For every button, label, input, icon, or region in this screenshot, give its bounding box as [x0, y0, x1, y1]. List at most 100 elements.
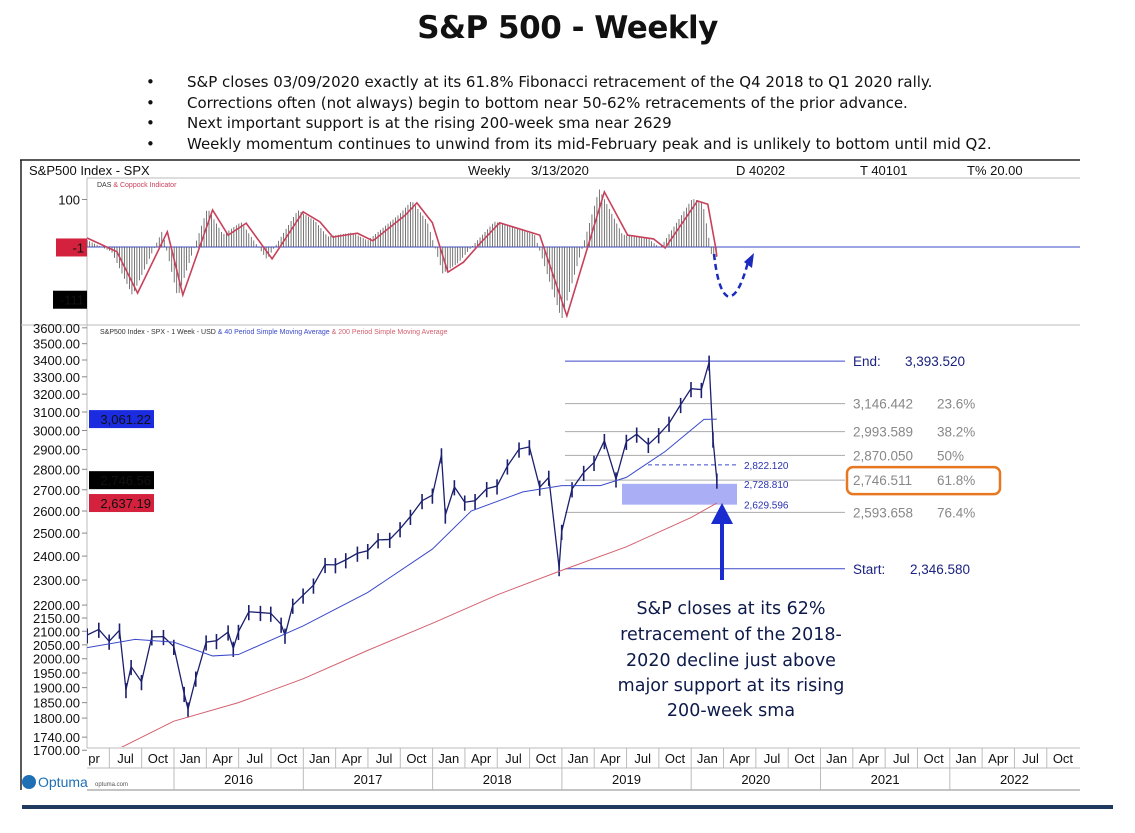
support-top-label: 2,728.810	[744, 480, 789, 491]
month-label: Apr	[988, 751, 1009, 766]
y-tick-label: 2500.00	[33, 526, 80, 541]
value-tag-label: -111	[60, 293, 84, 308]
month-label: Oct	[148, 751, 169, 766]
year-label: 2022	[1000, 772, 1029, 787]
fib-start-value: 2,346.580	[910, 562, 970, 577]
y-tick-label: 2800.00	[33, 462, 80, 477]
y-tick-label: 1800.00	[33, 711, 80, 726]
y-tick-label: 2150.00	[33, 611, 80, 626]
value-tag-label: 2,746.56	[100, 473, 151, 488]
chart-symbol: S&P500 Index - SPX	[29, 163, 150, 178]
month-label: Jan	[955, 751, 976, 766]
legend-sma40: & 40 Period Simple Moving Average	[218, 329, 330, 336]
projection-arrow	[712, 253, 750, 298]
optuma-logo: Optuma optuma.com	[22, 774, 128, 790]
y-tick-label: 2100.00	[33, 624, 80, 639]
chart-period: Weekly	[468, 163, 511, 178]
month-label: Apr	[600, 751, 621, 766]
month-label: Jul	[764, 751, 781, 766]
year-label: 2017	[353, 772, 382, 787]
fib-end-value: 3,393.520	[905, 354, 965, 369]
chart-frame	[20, 159, 1080, 791]
footer-bar	[22, 805, 1113, 809]
y-tick-label: 1950.00	[33, 666, 80, 681]
y-tick-label: 3000.00	[33, 423, 80, 438]
brand-site: optuma.com	[95, 782, 128, 788]
month-label: Apr	[212, 751, 233, 766]
fib-level-value: 2,870.050	[853, 448, 913, 463]
year-label: 2019	[612, 772, 641, 787]
bullet-item: Corrections often (not always) begin to …	[146, 93, 992, 114]
coppock-line	[86, 189, 718, 319]
annotation-line: 2020 decline just above	[626, 651, 836, 671]
value-tag	[89, 471, 154, 490]
month-label: Oct	[1053, 751, 1074, 766]
chart-d-value: D 40202	[736, 163, 785, 178]
fib-level-pct: 76.4%	[937, 505, 975, 520]
fib-level-value: 2,593.658	[853, 505, 913, 520]
annotation-line: S&P closes at its 62%	[636, 599, 825, 619]
fib-highlight-box	[845, 465, 1002, 496]
year-label: 2020	[741, 772, 770, 787]
sma40-line	[87, 418, 717, 657]
y-tick-label: 3200.00	[33, 387, 80, 402]
fib-level-pct: 61.8%	[937, 473, 975, 488]
y-tick-label: 2400.00	[33, 549, 80, 564]
month-label: pr	[88, 751, 100, 766]
bullet-list: S&P closes 03/09/2020 exactly at its 61.…	[146, 72, 992, 154]
value-tag	[89, 410, 154, 429]
bullet-item: Weekly momentum continues to unwind from…	[146, 134, 992, 155]
value-tag	[89, 494, 154, 513]
month-label: Oct	[665, 751, 686, 766]
legend-price: S&P500 Index - SPX - 1 Week - USD	[100, 329, 216, 336]
month-label: Jan	[568, 751, 589, 766]
y-tick-label: 2700.00	[33, 483, 80, 498]
y-tick-label: 1700.00	[33, 743, 80, 758]
month-label: Jul	[376, 751, 393, 766]
dashed-level-label: 2,822.120	[744, 461, 789, 472]
fib-level-value: 2,746.511	[853, 473, 912, 488]
annotation-line: major support at its rising	[618, 676, 845, 696]
legend-sma200: & 200 Period Simple Moving Average	[332, 329, 448, 336]
value-tag	[53, 290, 87, 309]
fib-level-pct: 50%	[937, 448, 964, 463]
price-line	[87, 362, 718, 710]
legend-das: DAS	[97, 182, 112, 189]
month-label: Apr	[342, 751, 363, 766]
y-tick-label: 2000.00	[33, 652, 80, 667]
y-tick-label: 2300.00	[33, 573, 80, 588]
fib-end-label: End:	[853, 354, 881, 369]
x-axis: pr Jul Oct Jan Apr Jul Oct Jan Apr Jul Oct Jan Apr Ju…	[88, 748, 1073, 790]
month-label: Jul	[1022, 751, 1039, 766]
y-tick-label: 1740.00	[33, 730, 80, 745]
legend-coppock: & Coppock Indicator	[113, 182, 177, 189]
fib-level-pct: 38.2%	[937, 425, 975, 440]
support-bottom-label: 2,629.596	[744, 501, 789, 512]
y-tick-label: 1850.00	[33, 696, 80, 711]
brand-name: Optuma	[38, 774, 88, 790]
bullet-item: Next important support is at the rising …	[146, 113, 992, 134]
month-label: Oct	[536, 751, 557, 766]
month-label: Jul	[247, 751, 264, 766]
month-label: Jul	[117, 751, 134, 766]
month-label: Apr	[471, 751, 492, 766]
fib-start-label: Start:	[853, 562, 885, 577]
month-label: Oct	[794, 751, 815, 766]
y-tick-label: 3600.00	[33, 321, 80, 336]
fib-level-value: 2,993.589	[853, 425, 913, 440]
month-label: Jan	[438, 751, 459, 766]
y-tick-label: 2600.00	[33, 504, 80, 519]
chart-tpct-value: T% 20.00	[967, 163, 1023, 178]
arrow-up-icon	[711, 503, 733, 524]
y-tick-label: 3300.00	[33, 370, 80, 385]
month-label: Oct	[277, 751, 298, 766]
year-label: 2016	[224, 772, 253, 787]
sma200-line	[120, 502, 718, 747]
value-tag	[56, 238, 87, 257]
value-tag-label: 2,637.19	[100, 496, 151, 511]
month-label: Apr	[859, 751, 880, 766]
value-tag-label: 3,061.22	[100, 412, 151, 427]
month-label: Apr	[730, 751, 751, 766]
